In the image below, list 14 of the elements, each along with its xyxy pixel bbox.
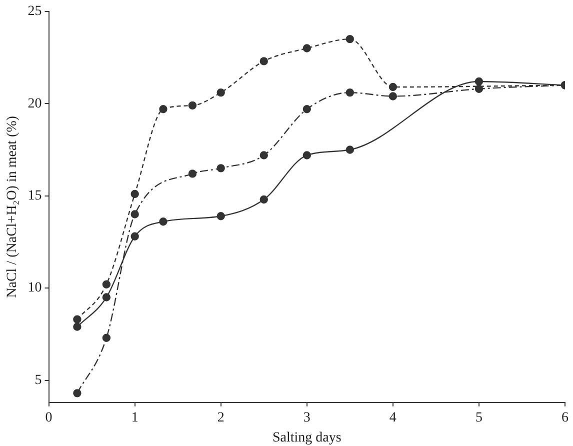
y-tick-label: 20 [28, 96, 42, 112]
y-tick-label: 25 [28, 4, 42, 20]
x-axis-title: Salting days [272, 430, 342, 446]
y-tick-label: 10 [28, 280, 42, 296]
x-tick-label: 4 [389, 410, 396, 426]
x-tick-label: 2 [217, 410, 224, 426]
x-tick-label: 1 [131, 410, 138, 426]
x-tick-label: 0 [45, 410, 52, 426]
y-tick-label: 15 [28, 188, 42, 204]
x-tick-label: 5 [475, 410, 482, 426]
y-axis-title: NaCl / (NaCl+H₂O) in meat (%) [5, 116, 20, 298]
x-tick-label: 6 [562, 410, 568, 426]
y-tick-label: 5 [34, 372, 42, 388]
x-tick-label: 3 [303, 410, 310, 426]
